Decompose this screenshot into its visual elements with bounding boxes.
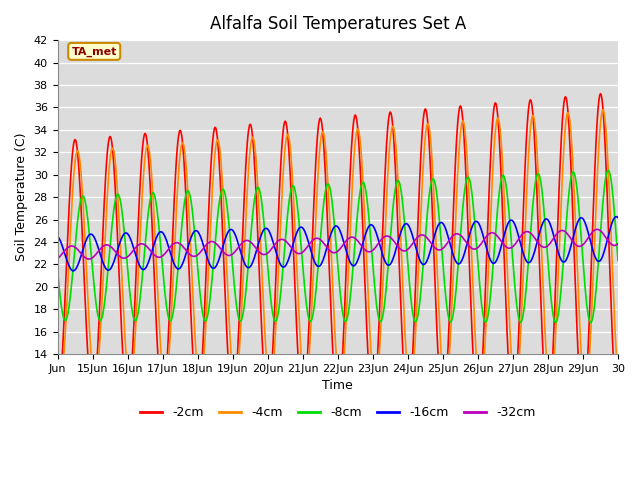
-32cm	[178, 242, 186, 248]
-32cm	[457, 233, 465, 239]
-4cm	[581, 389, 589, 395]
-16cm	[63, 256, 70, 262]
-4cm	[599, 107, 607, 113]
Y-axis label: Soil Temperature (C): Soil Temperature (C)	[15, 133, 28, 261]
-16cm	[70, 268, 77, 274]
-8cm	[587, 320, 595, 325]
-4cm	[510, 381, 518, 386]
-4cm	[527, 126, 534, 132]
-32cm	[131, 246, 139, 252]
Legend: -2cm, -4cm, -8cm, -16cm, -32cm: -2cm, -4cm, -8cm, -16cm, -32cm	[135, 401, 541, 424]
-2cm	[131, 316, 138, 322]
-8cm	[527, 231, 534, 237]
Text: TA_met: TA_met	[72, 46, 117, 57]
-8cm	[605, 168, 612, 173]
-8cm	[63, 316, 70, 322]
-8cm	[614, 258, 622, 264]
Line: -8cm: -8cm	[58, 170, 618, 323]
-8cm	[54, 267, 61, 273]
-16cm	[131, 249, 139, 255]
-4cm	[54, 367, 61, 373]
Title: Alfalfa Soil Temperatures Set A: Alfalfa Soil Temperatures Set A	[210, 15, 466, 33]
-4cm	[614, 376, 622, 382]
-4cm	[177, 145, 185, 151]
-16cm	[457, 259, 465, 264]
-2cm	[510, 405, 518, 411]
-2cm	[614, 409, 622, 415]
-16cm	[54, 233, 61, 239]
-2cm	[527, 97, 534, 103]
-32cm	[511, 242, 518, 248]
Line: -16cm: -16cm	[58, 216, 618, 271]
-2cm	[54, 396, 61, 402]
-2cm	[63, 267, 70, 273]
-32cm	[614, 241, 622, 247]
-4cm	[63, 312, 70, 318]
-4cm	[131, 349, 138, 355]
-32cm	[527, 231, 535, 237]
-32cm	[54, 256, 61, 262]
-2cm	[596, 91, 604, 96]
-16cm	[527, 258, 535, 264]
-8cm	[510, 269, 518, 275]
-16cm	[614, 215, 622, 220]
-4cm	[456, 131, 464, 136]
Line: -4cm: -4cm	[58, 110, 618, 392]
-2cm	[177, 129, 185, 134]
-8cm	[177, 233, 185, 239]
-32cm	[63, 246, 70, 252]
-32cm	[85, 256, 93, 262]
-8cm	[456, 233, 464, 239]
-8cm	[131, 317, 138, 323]
X-axis label: Time: Time	[323, 379, 353, 392]
-16cm	[178, 263, 186, 269]
-16cm	[612, 214, 620, 219]
Line: -32cm: -32cm	[58, 229, 618, 259]
-2cm	[456, 103, 464, 109]
-32cm	[593, 227, 601, 232]
Line: -2cm: -2cm	[58, 94, 618, 412]
-16cm	[511, 221, 518, 227]
